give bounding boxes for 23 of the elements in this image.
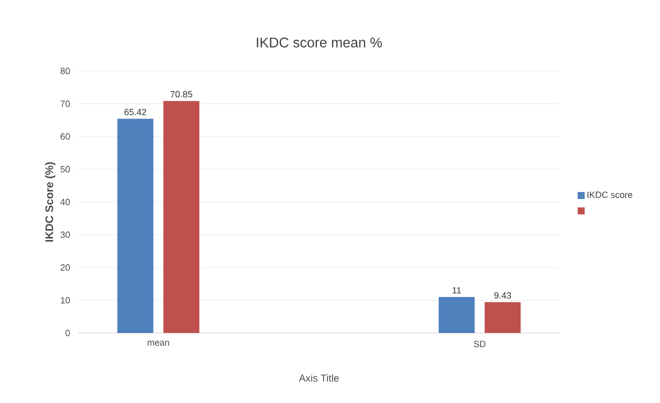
y-tick-label: 70 [60, 100, 70, 107]
legend-label: IKDC score [587, 192, 632, 198]
bar [163, 100, 200, 333]
bar [117, 118, 154, 333]
y-tick-label: 10 [60, 297, 70, 304]
data-label: 70.85 [170, 91, 192, 98]
y-tick-label: 60 [60, 133, 70, 140]
y-tick-label: 0 [66, 330, 70, 336]
data-label: 9.43 [494, 292, 512, 299]
y-tick-label: 20 [60, 264, 70, 271]
bar [484, 302, 521, 333]
y-tick-label: 40 [60, 198, 70, 206]
y-tick-label: 80 [60, 68, 70, 74]
x-axis-title: Axis Title [298, 374, 339, 382]
data-label: 65.42 [124, 108, 146, 116]
x-tick-label: mean [148, 340, 170, 346]
data-label: 11 [452, 287, 461, 294]
chart-title: IKDC score mean % [256, 38, 382, 48]
y-tick-label: 50 [60, 166, 70, 172]
bar [438, 296, 475, 333]
y-axis-title: IKDC Score (%) [45, 162, 56, 242]
y-tick-label: 30 [60, 232, 70, 238]
x-tick-label: SD [474, 340, 486, 348]
